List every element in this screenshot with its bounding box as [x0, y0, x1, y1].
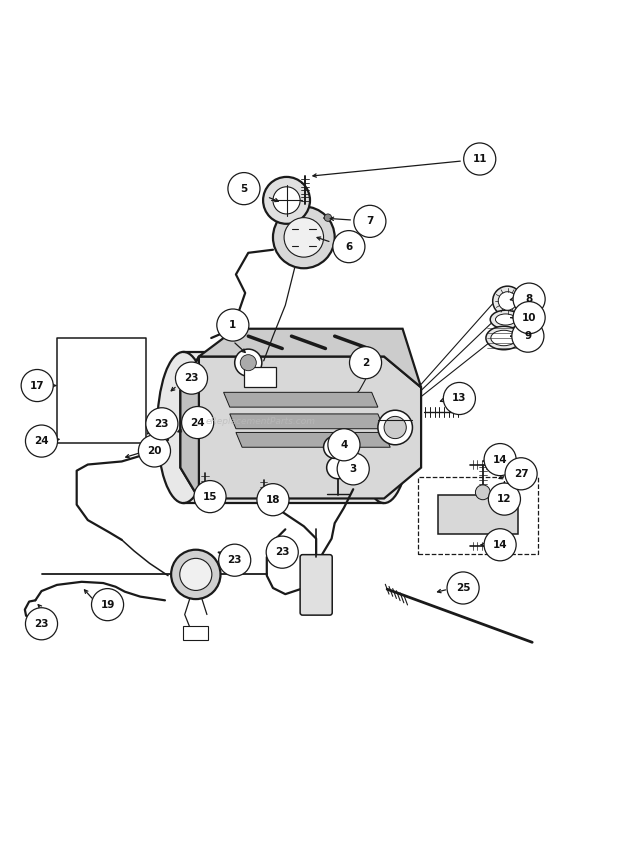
Text: 27: 27 [514, 469, 528, 479]
Text: 7: 7 [366, 216, 374, 227]
Text: 24: 24 [190, 417, 205, 428]
Ellipse shape [486, 327, 521, 350]
Circle shape [327, 457, 349, 479]
Circle shape [512, 320, 544, 352]
Circle shape [21, 369, 53, 402]
Text: 4: 4 [340, 439, 348, 450]
Ellipse shape [491, 330, 516, 345]
Circle shape [447, 572, 479, 604]
Circle shape [484, 528, 516, 561]
Text: 11: 11 [472, 154, 487, 164]
Text: 23: 23 [34, 619, 49, 628]
Text: 23: 23 [184, 373, 199, 383]
Text: 14: 14 [493, 540, 507, 550]
FancyBboxPatch shape [184, 626, 208, 640]
Text: 18: 18 [266, 495, 280, 504]
Text: 23: 23 [228, 555, 242, 565]
Circle shape [25, 608, 58, 640]
FancyBboxPatch shape [438, 495, 518, 534]
Circle shape [513, 283, 545, 315]
Circle shape [171, 550, 221, 599]
Circle shape [235, 349, 262, 376]
FancyBboxPatch shape [184, 352, 384, 504]
Circle shape [324, 214, 332, 221]
Circle shape [443, 382, 476, 415]
Circle shape [146, 408, 178, 439]
Circle shape [384, 416, 406, 439]
Circle shape [513, 302, 545, 333]
Text: eReplacementParts.com: eReplacementParts.com [206, 417, 316, 426]
Polygon shape [230, 414, 384, 428]
Circle shape [489, 483, 520, 516]
Text: 19: 19 [100, 599, 115, 610]
Text: 10: 10 [522, 313, 536, 322]
Text: 23: 23 [275, 547, 290, 557]
Ellipse shape [358, 352, 410, 503]
Polygon shape [224, 392, 378, 407]
Circle shape [378, 410, 412, 445]
Circle shape [284, 218, 324, 257]
Text: 23: 23 [154, 419, 169, 429]
Circle shape [241, 355, 256, 371]
Circle shape [138, 435, 170, 467]
Circle shape [194, 481, 226, 513]
Circle shape [263, 177, 310, 224]
Text: 2: 2 [362, 357, 369, 368]
Text: 15: 15 [203, 492, 217, 502]
Circle shape [266, 536, 298, 569]
Text: 6: 6 [345, 242, 353, 251]
Text: 12: 12 [497, 494, 511, 504]
Circle shape [337, 453, 370, 485]
Ellipse shape [495, 314, 516, 325]
Text: 13: 13 [452, 393, 467, 404]
Circle shape [493, 286, 522, 315]
Circle shape [354, 205, 386, 238]
Circle shape [464, 143, 496, 175]
Circle shape [180, 558, 212, 591]
Ellipse shape [490, 310, 521, 328]
Circle shape [273, 186, 300, 214]
Polygon shape [199, 328, 421, 387]
Text: 24: 24 [34, 436, 49, 446]
Text: 20: 20 [147, 446, 162, 456]
Circle shape [505, 457, 537, 490]
Circle shape [228, 173, 260, 204]
Text: 17: 17 [30, 380, 45, 391]
Text: 14: 14 [493, 455, 507, 464]
FancyBboxPatch shape [300, 555, 332, 615]
Text: 25: 25 [456, 583, 471, 593]
Circle shape [273, 207, 335, 268]
Circle shape [333, 231, 365, 262]
Circle shape [328, 428, 360, 461]
Circle shape [257, 484, 289, 516]
Text: 1: 1 [229, 320, 236, 330]
Circle shape [498, 292, 516, 310]
Polygon shape [180, 357, 421, 498]
Circle shape [25, 425, 58, 457]
Circle shape [350, 346, 381, 379]
Polygon shape [180, 357, 199, 498]
Circle shape [476, 485, 490, 499]
Polygon shape [236, 433, 390, 447]
Text: 8: 8 [526, 294, 533, 304]
Text: 3: 3 [350, 464, 357, 474]
Circle shape [175, 362, 208, 394]
Text: 5: 5 [241, 184, 247, 193]
Circle shape [484, 444, 516, 475]
Circle shape [219, 544, 250, 576]
Circle shape [182, 406, 214, 439]
Circle shape [217, 309, 249, 341]
FancyBboxPatch shape [244, 367, 276, 386]
Circle shape [92, 588, 123, 621]
Circle shape [324, 436, 346, 458]
Ellipse shape [157, 352, 210, 503]
Text: 9: 9 [525, 331, 531, 341]
